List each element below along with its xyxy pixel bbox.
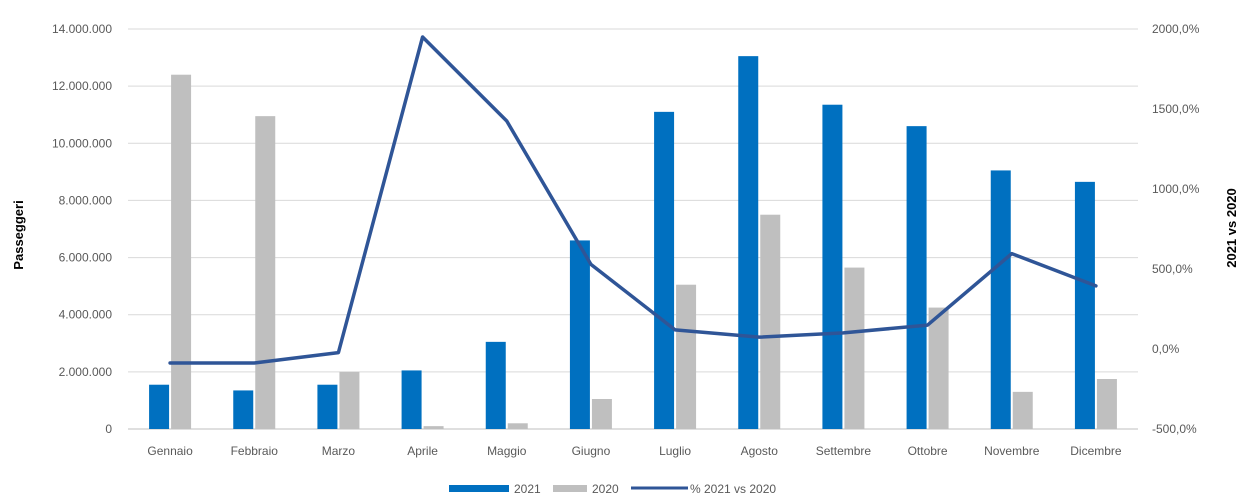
- y-axis-ticks: 0 2.000.000 4.000.000 6.000.000 8.000.000 10.…: [52, 22, 112, 436]
- y2-tick-label: 1500,0%: [1152, 102, 1200, 116]
- bar-2020: [676, 284, 697, 429]
- y2-tick-label: 2000,0%: [1152, 22, 1200, 36]
- bar-2021: [317, 384, 338, 429]
- bar-2021: [233, 390, 254, 429]
- gridlines: [128, 28, 1138, 430]
- x-tick-label: Novembre: [984, 444, 1040, 458]
- bars: [149, 56, 1117, 430]
- line-percent-2021-vs-2020: [168, 35, 1098, 365]
- line-series: [168, 35, 1098, 365]
- bar-2021: [569, 240, 590, 429]
- x-tick-label: Maggio: [487, 444, 527, 458]
- y-tick-label: 14.000.000: [52, 22, 112, 36]
- bar-2020: [171, 74, 192, 429]
- y-tick-label: 4.000.000: [59, 308, 113, 322]
- y-tick-label: 10.000.000: [52, 136, 112, 150]
- bar-2020: [1096, 379, 1117, 429]
- y2-tick-label: 0,0%: [1152, 342, 1180, 356]
- bar-2021: [1074, 181, 1095, 429]
- x-tick-label: Giugno: [572, 444, 611, 458]
- x-axis-ticks: Gennaio Febbraio Marzo Aprile Maggio Giugno Lu…: [147, 444, 1122, 458]
- x-tick-label: Marzo: [322, 444, 356, 458]
- y2-tick-label: 1000,0%: [1152, 182, 1200, 196]
- bar-2021: [822, 104, 843, 429]
- legend-label-2020: 2020: [592, 482, 619, 496]
- x-tick-label: Ottobre: [908, 444, 948, 458]
- bar-2020: [591, 399, 612, 429]
- y2-axis-title: 2021 vs 2020: [1224, 188, 1239, 268]
- bar-2020: [507, 423, 528, 429]
- y-tick-label: 8.000.000: [59, 193, 113, 207]
- bar-2020: [339, 371, 360, 429]
- y-tick-label: 12.000.000: [52, 79, 112, 93]
- bar-2021: [738, 56, 759, 430]
- y2-tick-label: -500,0%: [1152, 422, 1197, 436]
- bar-2020: [928, 307, 949, 429]
- y-tick-label: 0: [105, 422, 112, 436]
- bar-2020: [1012, 391, 1033, 429]
- x-tick-label: Luglio: [659, 444, 691, 458]
- y-tick-label: 2.000.000: [59, 365, 113, 379]
- y2-axis-ticks: -500,0% 0,0% 500,0% 1000,0% 1500,0% 2000,0%: [1152, 22, 1200, 436]
- y2-tick-label: 500,0%: [1152, 262, 1193, 276]
- bar-2021: [485, 341, 506, 429]
- x-tick-label: Agosto: [741, 444, 779, 458]
- bar-2020: [844, 267, 865, 429]
- bar-2020: [423, 426, 444, 429]
- x-tick-label: Gennaio: [147, 444, 193, 458]
- bar-2021: [990, 170, 1011, 429]
- bar-2020: [255, 116, 276, 430]
- x-tick-label: Aprile: [407, 444, 438, 458]
- x-tick-label: Settembre: [816, 444, 872, 458]
- bar-2021: [906, 126, 927, 430]
- legend-label-2021: 2021: [514, 482, 541, 496]
- x-tick-label: Dicembre: [1070, 444, 1122, 458]
- legend-label-percent: % 2021 vs 2020: [690, 482, 776, 496]
- y-axis-title: Passeggeri: [11, 200, 26, 269]
- bar-2021: [401, 370, 422, 429]
- bar-2021: [149, 384, 170, 429]
- bar-2021: [654, 111, 675, 429]
- bar-2020: [760, 214, 781, 429]
- legend: 2021 2020 % 2021 vs 2020: [449, 482, 776, 496]
- y-tick-label: 6.000.000: [59, 251, 113, 265]
- legend-swatch-2020: [553, 485, 587, 492]
- legend-swatch-2021: [449, 485, 509, 492]
- x-tick-label: Febbraio: [231, 444, 279, 458]
